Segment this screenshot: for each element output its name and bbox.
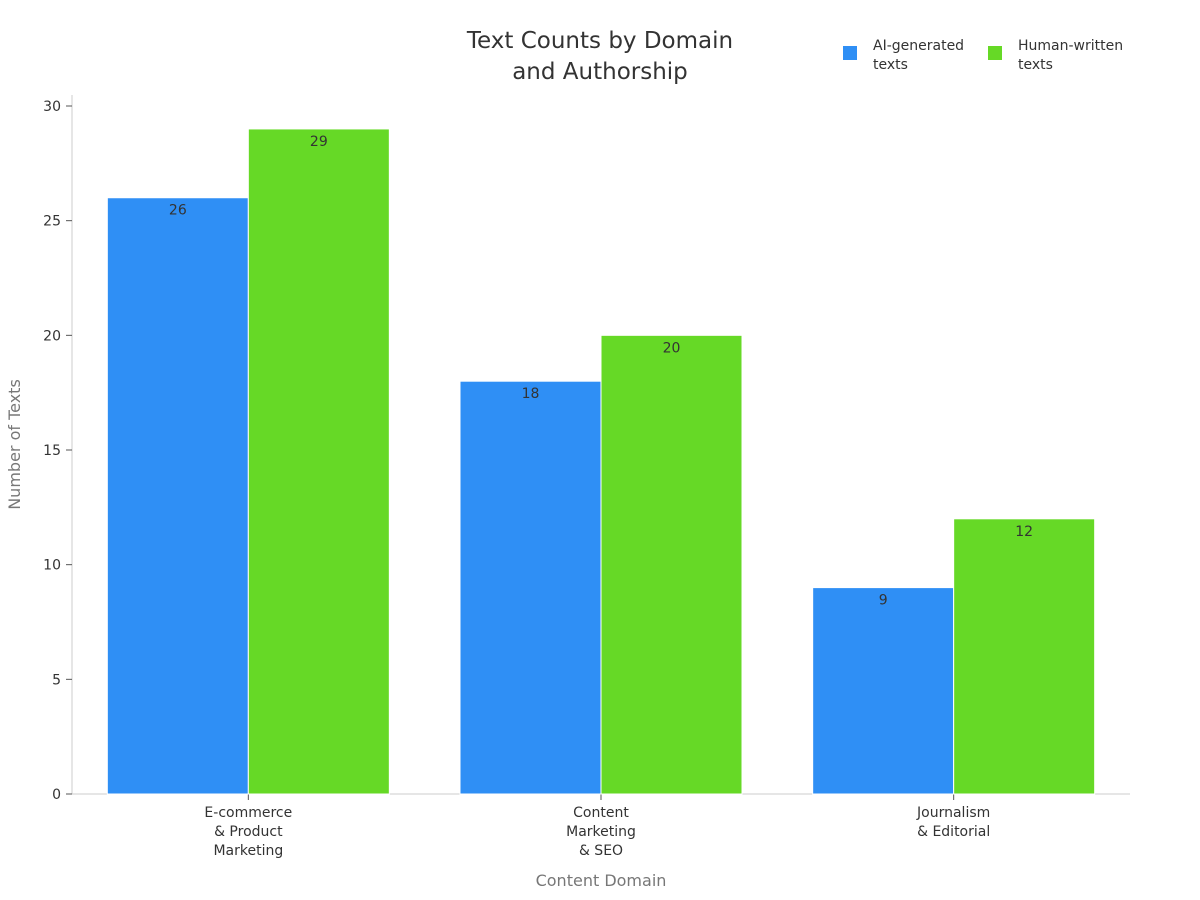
x-tick-label-line: & Product xyxy=(214,824,283,840)
legend-label: AI-generated texts xyxy=(873,38,964,73)
legend-label-line: AI-generated xyxy=(873,38,964,54)
y-tick-label: 15 xyxy=(43,443,61,459)
legend-item: AI-generated texts xyxy=(843,38,964,73)
legend-label: Human-written texts xyxy=(1018,38,1123,73)
y-tick-label: 20 xyxy=(43,328,61,344)
x-tick-label-line: Marketing xyxy=(566,824,636,840)
bar-series-group xyxy=(106,128,1096,795)
x-tick-label-line: Content xyxy=(573,805,629,821)
bar xyxy=(600,334,743,795)
x-tick-label-line: Marketing xyxy=(213,843,283,859)
x-tick-label-line: E-commerce xyxy=(204,805,292,821)
y-axis-title: Number of Texts xyxy=(5,379,24,510)
y-tick-label: 10 xyxy=(43,558,61,574)
y-axis: 0 5 10 15 20 25 30 xyxy=(43,95,73,803)
bar xyxy=(953,518,1096,795)
data-label: 20 xyxy=(663,340,681,356)
legend-label-line: texts xyxy=(873,57,908,73)
axis-titles: Content Domain Number of Texts xyxy=(5,379,666,890)
y-tick-label: 25 xyxy=(43,214,61,230)
x-axis: E-commerce & Product Marketing Content Marke… xyxy=(72,793,1130,859)
x-tick-label-line: & Editorial xyxy=(917,824,990,840)
chart-title-text-line: Text Counts by Domain xyxy=(466,28,733,54)
x-tick-label: E-commerce & Product Marketing xyxy=(204,805,292,859)
chart-legend: AI-generated texts Human-written texts xyxy=(843,38,1123,73)
x-tick-label: Journalism & Editorial xyxy=(916,805,990,840)
legend-label-line: texts xyxy=(1018,57,1053,73)
chart-title: Text Counts by Domain and Authorship xyxy=(466,28,733,85)
legend-label-line: Human-written xyxy=(1018,38,1123,54)
data-label: 18 xyxy=(522,386,540,402)
data-label: 9 xyxy=(879,593,888,609)
legend-swatch xyxy=(843,46,857,60)
bar xyxy=(812,587,955,795)
chart-title-text: Text Counts by Domain and Authorship xyxy=(466,28,733,85)
bar xyxy=(247,128,390,795)
data-label: 26 xyxy=(169,203,187,219)
x-tick-label-line: Journalism xyxy=(916,805,990,821)
data-label: 12 xyxy=(1015,524,1033,540)
y-tick-label: 5 xyxy=(52,672,61,688)
y-tick-label: 30 xyxy=(43,99,61,115)
bar xyxy=(459,380,602,795)
chart-title-text-line: and Authorship xyxy=(512,59,688,85)
legend-item: Human-written texts xyxy=(988,38,1123,73)
bar xyxy=(106,197,249,795)
data-label-group: 26 29 18 20 9 12 xyxy=(169,134,1033,609)
y-tick-label: 0 xyxy=(52,787,61,803)
x-tick-label: Content Marketing & SEO xyxy=(566,805,636,859)
x-axis-title: Content Domain xyxy=(536,871,667,890)
x-tick-label-line: & SEO xyxy=(579,843,623,859)
data-label: 29 xyxy=(310,134,328,150)
legend-swatch xyxy=(988,46,1002,60)
